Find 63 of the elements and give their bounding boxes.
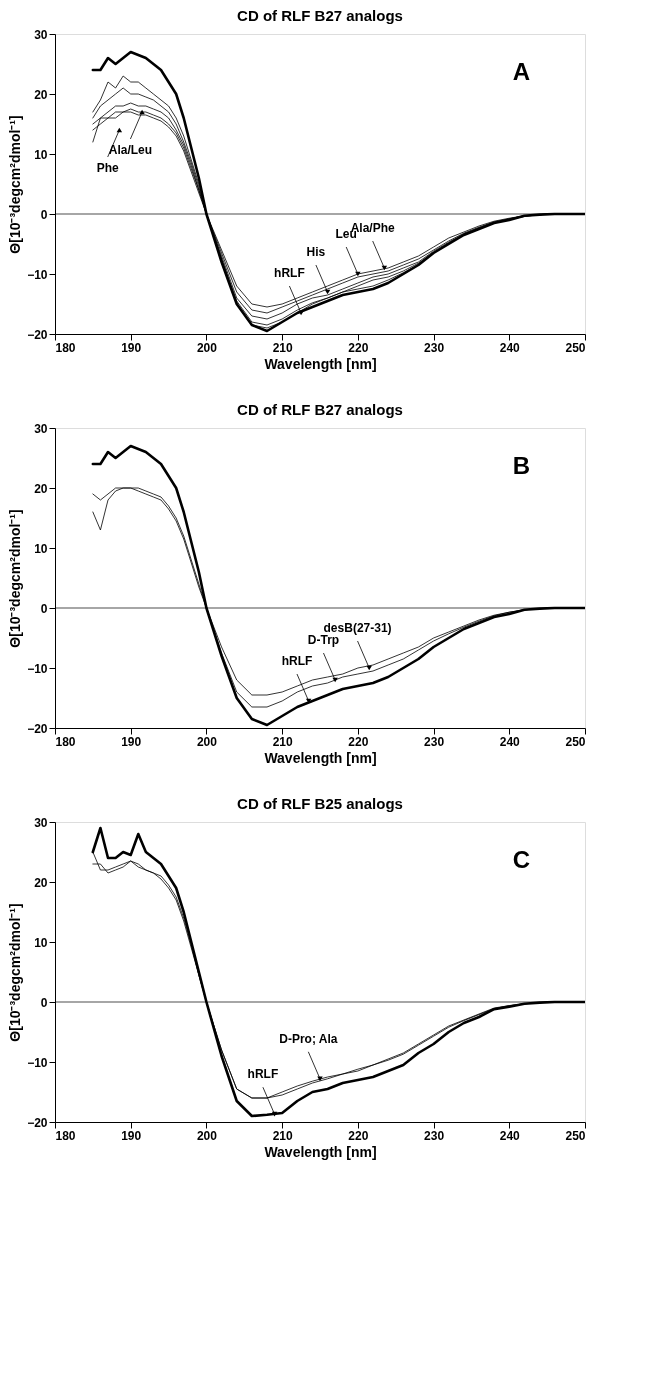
- x-tick-label: 190: [121, 340, 142, 355]
- annotation: Phe: [96, 161, 120, 175]
- x-tick-label: 200: [196, 734, 218, 749]
- annotation: hRLF: [274, 266, 305, 280]
- x-tick-label: 230: [424, 734, 445, 749]
- y-tick-label: 10: [34, 935, 48, 950]
- annotation: hRLF: [281, 654, 313, 668]
- y-axis-title: Θ[10⁻³degcm²dmol⁻¹]: [7, 115, 24, 254]
- x-tick-label: 220: [348, 1128, 369, 1143]
- x-axis-title: Wavelength [nm]: [264, 1143, 377, 1160]
- x-axis-title: Wavelength [nm]: [264, 355, 377, 372]
- x-tick-label: 180: [55, 340, 76, 355]
- annotation: B: [512, 452, 531, 479]
- y-tick-label: 10: [34, 541, 48, 556]
- x-tick-label: 230: [424, 1128, 445, 1143]
- y-tick-label: 30: [34, 421, 48, 436]
- x-tick-label: 250: [565, 1128, 586, 1143]
- x-axis-title: Wavelength [nm]: [264, 749, 377, 766]
- y-tick-label: 0: [40, 207, 48, 222]
- chart-title: CD of RLF B27 analogs: [237, 7, 403, 24]
- y-tick-label: 30: [34, 27, 48, 42]
- annotation: D-Trp: [307, 633, 340, 647]
- y-tick-label: −10: [27, 1055, 48, 1070]
- x-tick-label: 180: [55, 1128, 76, 1143]
- x-tick-label: 240: [499, 340, 521, 355]
- x-tick-label: 200: [196, 1128, 218, 1143]
- y-tick-label: 20: [34, 481, 48, 496]
- annotation: A: [512, 58, 531, 85]
- x-tick-label: 180: [55, 734, 76, 749]
- annotation: Ala/Leu: [108, 143, 153, 157]
- y-tick-label: 10: [34, 147, 48, 162]
- x-tick-label: 210: [272, 734, 293, 749]
- x-tick-label: 210: [272, 1128, 293, 1143]
- y-tick-label: 0: [40, 601, 48, 616]
- x-tick-label: 190: [121, 1128, 142, 1143]
- y-tick-label: 30: [34, 815, 48, 830]
- y-tick-label: −20: [27, 1115, 48, 1130]
- y-tick-label: 0: [40, 995, 48, 1010]
- x-tick-label: 200: [196, 340, 218, 355]
- y-tick-label: −20: [27, 327, 48, 342]
- x-tick-label: 220: [348, 734, 369, 749]
- y-tick-label: 20: [34, 875, 48, 890]
- x-tick-label: 240: [499, 1128, 521, 1143]
- x-tick-label: 250: [565, 734, 586, 749]
- y-tick-label: −10: [27, 267, 48, 282]
- annotation: desB(27-31): [323, 621, 392, 635]
- x-tick-label: 250: [565, 340, 586, 355]
- x-tick-label: 190: [121, 734, 142, 749]
- annotation: D-Pro; Ala: [279, 1031, 338, 1046]
- y-tick-label: 20: [34, 87, 48, 102]
- x-tick-label: 210: [272, 340, 293, 355]
- y-tick-label: −20: [27, 721, 48, 736]
- x-tick-label: 230: [424, 340, 445, 355]
- chart-title: CD of RLF B27 analogs: [237, 401, 403, 418]
- annotation: hRLF: [247, 1067, 279, 1082]
- annotation: C: [512, 846, 531, 873]
- x-tick-label: 220: [348, 340, 369, 355]
- annotation: His: [306, 245, 326, 259]
- x-tick-label: 240: [499, 734, 521, 749]
- y-axis-title: Θ[10⁻³degcm²dmol⁻¹]: [7, 509, 24, 648]
- y-axis-title: Θ[10⁻³degcm²dmol⁻¹]: [7, 903, 24, 1042]
- y-tick-label: −10: [27, 661, 48, 676]
- chart-title: CD of RLF B25 analogs: [237, 795, 403, 812]
